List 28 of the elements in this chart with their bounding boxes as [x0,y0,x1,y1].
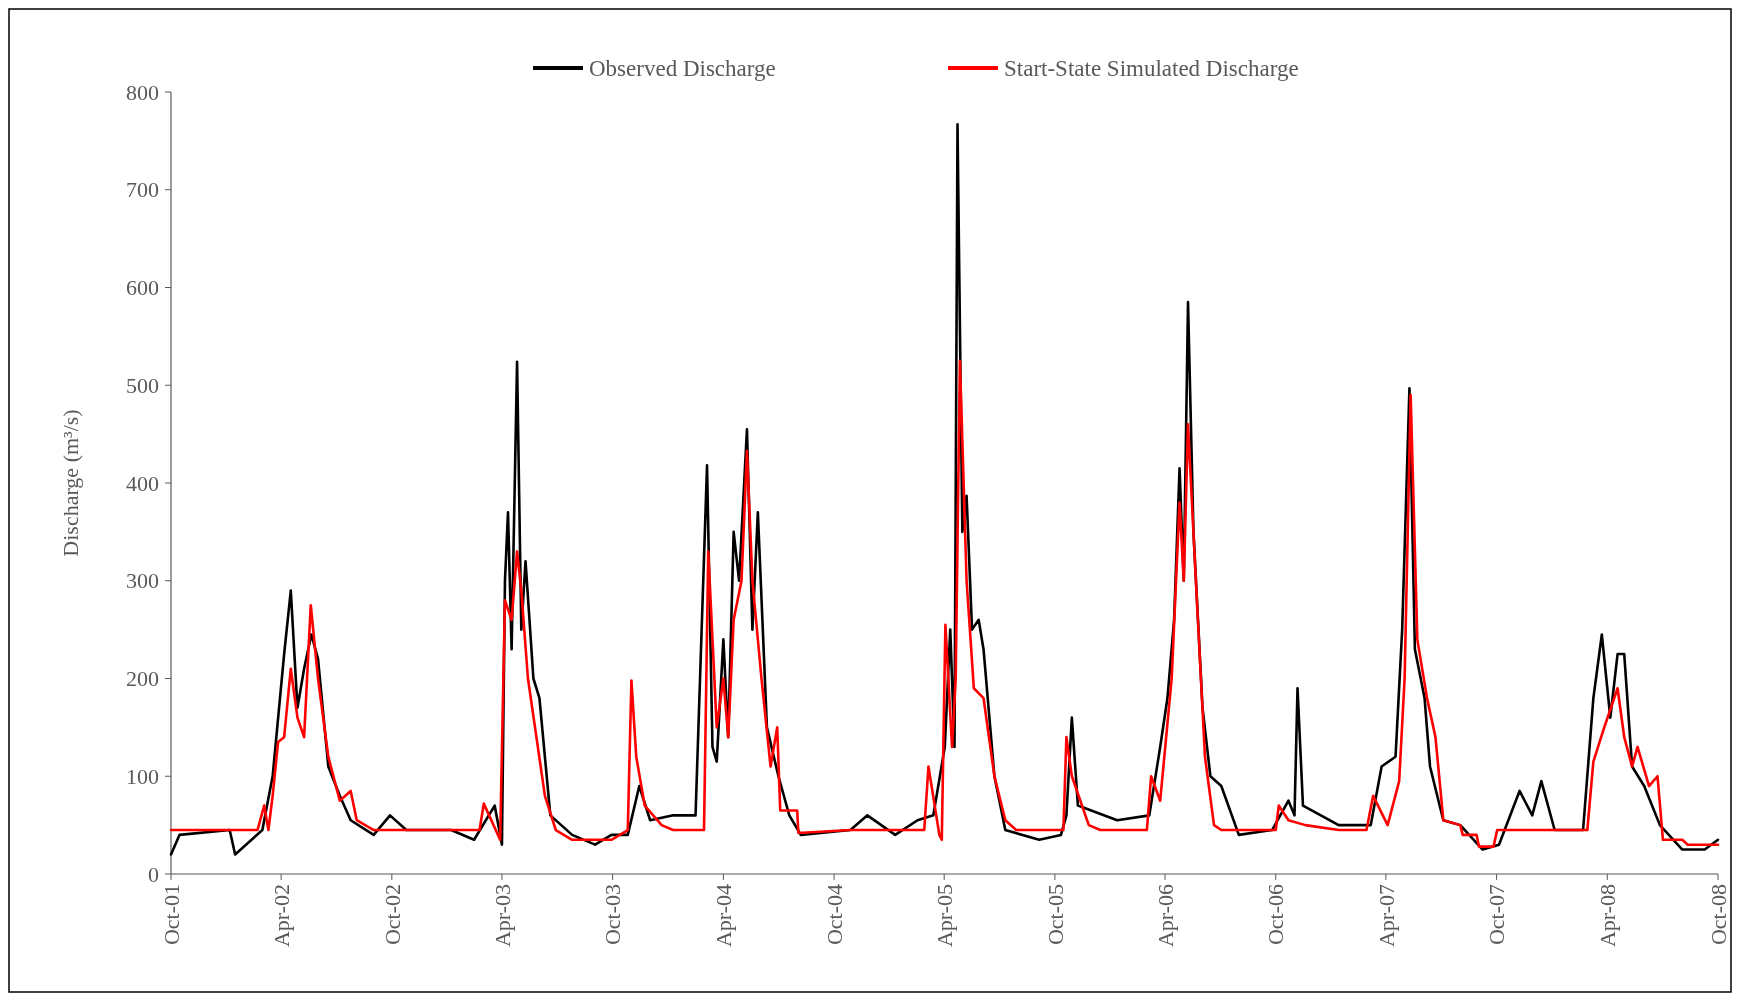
y-tick-label: 300 [126,568,159,594]
legend-label: Observed Discharge [589,56,776,82]
x-tick-label: Oct-05 [1042,884,1068,946]
y-tick-label: 700 [126,177,159,203]
y-tick-label: 400 [126,470,159,496]
legend-label: Start-State Simulated Discharge [1004,56,1299,82]
x-tick-label: Oct-01 [158,884,184,946]
y-tick-label: 500 [126,372,159,398]
x-tick-label: Oct-07 [1484,884,1510,946]
x-tick-label: Apr-08 [1594,884,1620,948]
y-tick-label: 800 [126,79,159,105]
x-tick-label: Apr-05 [931,884,957,948]
x-tick-label: Apr-02 [268,884,294,948]
x-tick-label: Apr-03 [489,884,515,948]
x-tick-label: Oct-04 [821,884,847,946]
x-tick-label: Oct-02 [379,884,405,946]
y-tick-label: 100 [126,763,159,789]
line-series [169,359,1720,848]
x-tick-label: Oct-06 [1263,884,1289,946]
y-axis-title: Discharge (m³/s) [58,409,83,557]
y-tick-label: 200 [126,666,159,692]
y-tick-label: 600 [126,275,159,301]
x-tick-label: Oct-03 [600,884,626,946]
x-tick-label: Apr-07 [1373,884,1399,948]
y-tick-label: 0 [148,861,159,887]
x-tick-label: Apr-06 [1152,884,1178,948]
x-tick-label: Oct-08 [1705,884,1731,946]
x-tick-label: Apr-04 [711,884,737,948]
